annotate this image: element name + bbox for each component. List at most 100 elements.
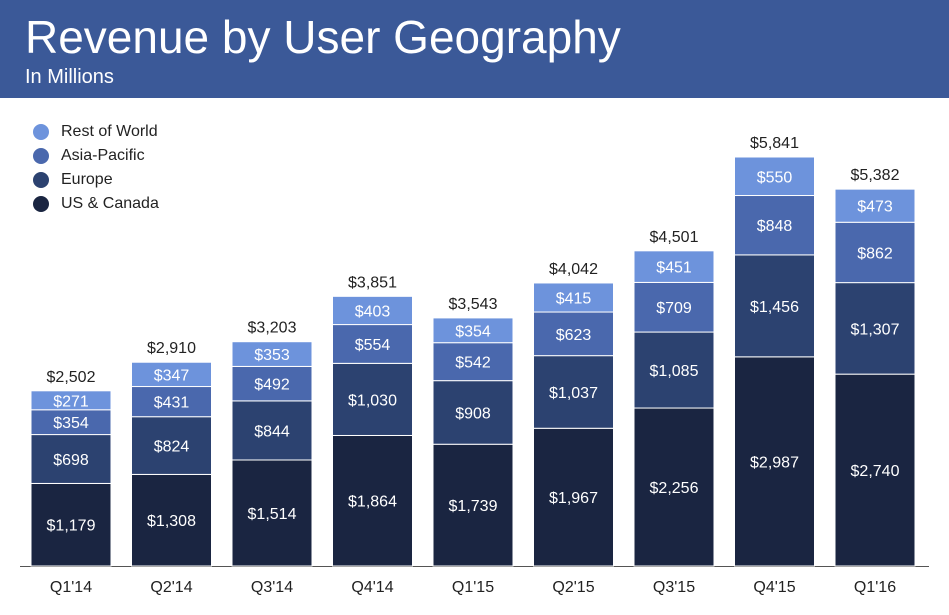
bar-segment-europe [131,416,212,475]
chart-legend: Rest of World Asia-Pacific Europe US & C… [33,120,159,216]
bar-segment-asia-pacific [30,409,112,436]
total-label: $3,851 [348,274,397,291]
bar-segment-asia-pacific [533,311,614,357]
legend-swatch-europe [33,172,49,188]
legend-item-asia-pacific: Asia-Pacific [33,144,159,168]
data-label-asia-pacific: $709 [656,300,692,317]
data-label-europe: $824 [154,439,190,456]
data-label-europe: $908 [455,405,491,422]
data-label-rest-of-world: $354 [455,323,491,340]
data-label-us-canada: $1,514 [248,506,297,523]
bar-segment-europe [30,434,112,484]
bar-segment-us-canada [131,473,212,567]
total-label: $4,042 [549,261,598,278]
bar-segment-us-canada [734,356,815,567]
data-label-rest-of-world: $415 [556,290,592,307]
bar-segment-rest-of-world [734,156,815,197]
total-label: $5,841 [750,135,799,152]
bar-segment-europe [734,254,815,358]
data-label-us-canada: $2,987 [750,454,799,471]
data-label-us-canada: $2,740 [851,463,900,480]
bar-segment-rest-of-world [633,250,715,283]
data-label-asia-pacific: $354 [53,415,89,432]
data-label-rest-of-world: $271 [53,393,89,410]
data-label-asia-pacific: $431 [154,395,190,412]
legend-swatch-us-canada [33,196,49,212]
data-label-us-canada: $1,179 [47,518,96,535]
page-subtitle: In Millions [25,66,114,88]
bar-segment-rest-of-world [231,341,313,367]
legend-item-rest-of-world: Rest of World [33,120,159,144]
data-label-rest-of-world: $353 [254,347,290,364]
bar-segment-rest-of-world [30,390,112,411]
bar-segment-us-canada [533,427,614,567]
total-label: $4,501 [650,229,699,246]
x-tick-label: Q3'15 [653,579,695,596]
bar-segment-rest-of-world [533,282,614,313]
page-title: Revenue by User Geography [25,11,621,63]
data-label-rest-of-world: $473 [857,199,893,216]
data-label-us-canada: $2,256 [650,480,699,497]
data-label-rest-of-world: $451 [656,260,692,277]
data-label-asia-pacific: $848 [757,218,793,235]
data-label-rest-of-world: $347 [154,367,190,384]
data-label-us-canada: $1,739 [449,498,498,515]
header-banner: Revenue by User Geography In Millions [0,0,949,98]
bar-segment-asia-pacific [734,195,815,256]
bar-segment-rest-of-world [834,188,916,223]
x-tick-label: Q4'14 [351,579,393,596]
bar-segment-asia-pacific [432,342,514,382]
data-label-us-canada: $1,308 [147,513,196,530]
data-label-europe: $844 [254,423,290,440]
legend-label-rest-of-world: Rest of World [61,123,158,140]
data-label-us-canada: $1,967 [549,490,598,507]
bar-segment-asia-pacific [834,221,916,284]
data-label-asia-pacific: $554 [355,337,391,354]
bar-segment-asia-pacific [231,365,313,402]
bar-segment-europe [432,380,514,445]
data-label-europe: $1,037 [549,385,598,402]
bar-segment-us-canada [231,459,313,567]
bar-segment-us-canada [30,482,112,567]
data-label-europe: $1,085 [650,363,699,380]
bar-segment-europe [231,400,313,461]
bar-segment-rest-of-world [332,295,413,326]
x-tick-label: Q1'15 [452,579,494,596]
bar-segment-asia-pacific [633,281,715,333]
data-label-europe: $1,030 [348,392,397,409]
bar-segment-europe [332,362,413,436]
data-label-asia-pacific: $492 [254,377,290,394]
data-label-us-canada: $1,864 [348,494,397,511]
bar-segment-us-canada [332,434,413,567]
legend-label-us-canada: US & Canada [61,195,159,212]
x-tick-label: Q4'15 [753,579,795,596]
x-tick-label: Q1'16 [854,579,896,596]
data-label-asia-pacific: $623 [556,327,592,344]
legend-item-us-canada: US & Canada [33,192,159,216]
x-tick-label: Q2'15 [552,579,594,596]
data-label-rest-of-world: $550 [757,169,793,186]
bar-segment-europe [633,331,715,409]
total-label: $3,543 [449,296,498,313]
total-label: $5,382 [851,167,900,184]
data-label-europe: $1,456 [750,299,799,316]
total-label: $2,502 [47,369,96,386]
data-label-europe: $698 [53,452,89,469]
x-tick-label: Q1'14 [50,579,92,596]
x-tick-label: Q2'14 [150,579,192,596]
data-label-rest-of-world: $403 [355,303,391,320]
data-label-asia-pacific: $862 [857,245,893,262]
legend-item-europe: Europe [33,168,159,192]
bar-segment-rest-of-world [432,317,514,344]
bar-segment-asia-pacific [332,324,413,364]
legend-swatch-asia-pacific [33,148,49,164]
total-label: $3,203 [248,320,297,337]
total-label: $2,910 [147,340,196,357]
legend-label-asia-pacific: Asia-Pacific [61,147,145,164]
bar-segment-us-canada [633,407,715,567]
legend-swatch-rest-of-world [33,124,49,140]
data-label-asia-pacific: $542 [455,355,491,372]
data-label-europe: $1,307 [851,321,900,338]
legend-label-europe: Europe [61,171,113,188]
